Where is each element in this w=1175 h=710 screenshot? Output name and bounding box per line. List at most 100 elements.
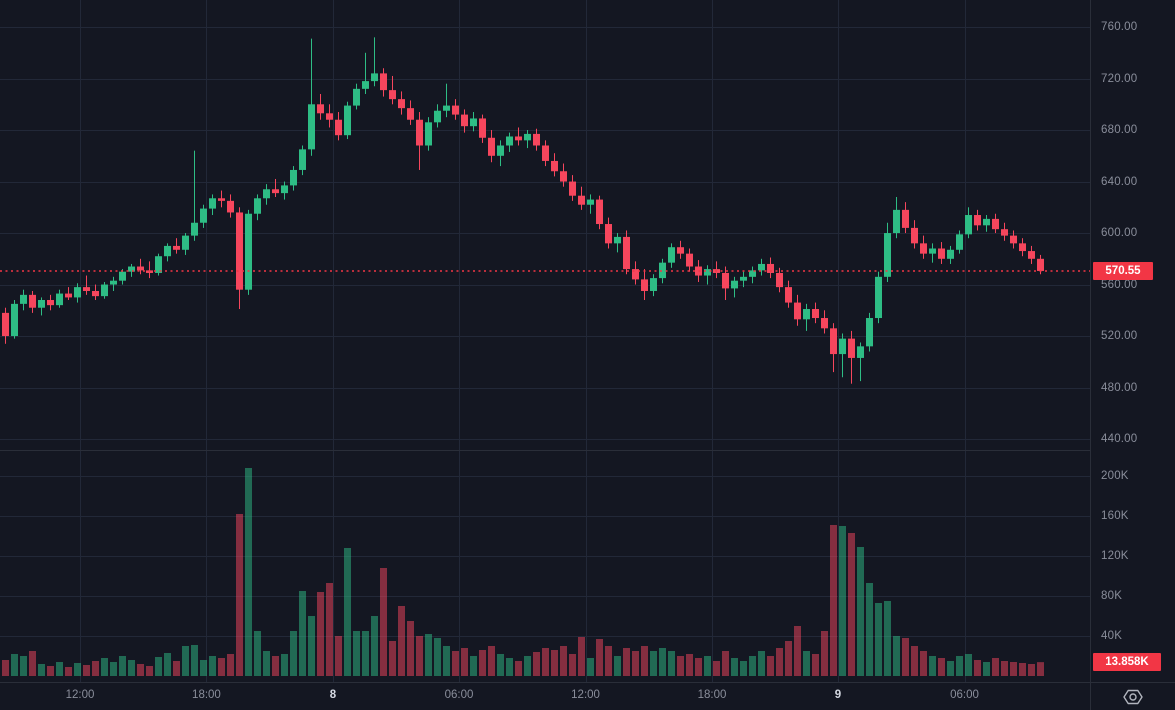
- volume-bar: [1028, 664, 1035, 676]
- volume-bar: [218, 658, 225, 676]
- candle-body: [1028, 251, 1035, 259]
- candle-wick: [194, 150, 195, 241]
- volume-bar: [677, 656, 684, 676]
- volume-bar: [956, 656, 963, 676]
- candle-body: [704, 269, 711, 276]
- volume-bar: [11, 654, 18, 676]
- candle-body: [983, 218, 990, 226]
- price-axis[interactable]: 760.00 720.00 680.00 640.00 600.00 560.00 520.…: [1090, 0, 1175, 682]
- chart-settings-button[interactable]: [1119, 684, 1147, 710]
- volume-bar: [137, 664, 144, 676]
- volume-bar: [974, 660, 981, 676]
- volume-bar: [83, 665, 90, 676]
- price-tick-label: 680.00: [1101, 124, 1138, 137]
- volume-bar: [938, 658, 945, 676]
- volume-bar: [236, 514, 243, 676]
- candle-body: [659, 262, 666, 279]
- volume-bar: [191, 645, 198, 676]
- volume-bar: [839, 526, 846, 676]
- volume-bar: [1037, 662, 1044, 676]
- candle-body: [29, 294, 36, 308]
- candle-body: [110, 280, 117, 285]
- candle-body: [542, 145, 549, 161]
- volume-bar: [524, 656, 531, 676]
- price-tick-label: 520.00: [1101, 330, 1138, 343]
- volume-bar: [353, 631, 360, 676]
- volume-bar: [740, 661, 747, 676]
- candle-body: [812, 309, 819, 319]
- volume-bar: [155, 657, 162, 676]
- candle-body: [767, 263, 774, 273]
- volume-bar: [758, 651, 765, 676]
- candle-body: [578, 195, 585, 205]
- candle-body: [416, 119, 423, 146]
- volume-bar: [578, 637, 585, 676]
- volume-bar: [245, 468, 252, 676]
- volume-bar: [290, 631, 297, 676]
- candle-body: [947, 249, 954, 259]
- candle-body: [515, 136, 522, 141]
- volume-bar: [911, 646, 918, 676]
- candle-body: [821, 318, 828, 329]
- candle-body: [830, 328, 837, 355]
- volume-bar: [74, 663, 81, 676]
- volume-bar: [227, 654, 234, 676]
- axis-corner-separator: [1090, 683, 1091, 710]
- candle-body: [353, 88, 360, 106]
- volume-bar: [713, 661, 720, 676]
- candle-body: [722, 272, 729, 289]
- volume-bar: [101, 658, 108, 676]
- volume-bar: [533, 652, 540, 676]
- candle-body: [911, 227, 918, 244]
- last-price-label: 570.55: [1093, 261, 1153, 280]
- candle-body: [1037, 258, 1044, 271]
- candle-body: [614, 236, 621, 244]
- candle-body: [83, 287, 90, 291]
- volume-bar: [920, 651, 927, 676]
- chart-plot-area[interactable]: [0, 0, 1090, 682]
- volume-bar: [695, 658, 702, 676]
- hexagon-nut-icon: [1123, 689, 1143, 705]
- candle-body: [299, 149, 306, 170]
- candle-body: [191, 222, 198, 236]
- time-tick-label: 18:00: [697, 689, 727, 701]
- candle-body: [434, 110, 441, 123]
- candle-body: [641, 279, 648, 291]
- volume-bar: [254, 631, 261, 676]
- candle-body: [848, 338, 855, 358]
- volume-bar: [389, 641, 396, 676]
- candle-body: [866, 318, 873, 347]
- time-axis[interactable]: 12:00 18:00 8 06:00 12:00 18:00 9 06:00: [0, 682, 1175, 710]
- volume-bar: [947, 661, 954, 676]
- volume-bar: [542, 648, 549, 676]
- volume-bar: [902, 638, 909, 676]
- candle-body: [920, 243, 927, 254]
- volume-bar: [983, 662, 990, 676]
- candle-body: [884, 233, 891, 277]
- candle-body: [452, 105, 459, 115]
- candle-body: [587, 199, 594, 205]
- volume-tick-label: 200K: [1101, 470, 1129, 482]
- candle-body: [218, 198, 225, 201]
- volume-bar: [560, 646, 567, 676]
- candle-wick: [311, 38, 312, 156]
- candle-body: [506, 136, 513, 146]
- candle-body: [785, 287, 792, 303]
- candle-wick: [176, 238, 177, 254]
- volume-bar: [659, 648, 666, 676]
- volume-bar: [704, 656, 711, 676]
- volume-tick-label: 40K: [1101, 630, 1123, 642]
- candle-body: [668, 247, 675, 263]
- price-tick-label: 600.00: [1101, 227, 1138, 240]
- volume-bar: [650, 651, 657, 676]
- candle-body: [335, 119, 342, 136]
- volume-bar: [686, 654, 693, 676]
- candle-body: [317, 104, 324, 114]
- volume-bar: [263, 651, 270, 676]
- volume-bar: [569, 654, 576, 676]
- candle-body: [479, 118, 486, 138]
- candle-body: [1010, 235, 1017, 244]
- volume-bar: [344, 548, 351, 676]
- volume-bar: [479, 650, 486, 676]
- volume-bar: [812, 654, 819, 676]
